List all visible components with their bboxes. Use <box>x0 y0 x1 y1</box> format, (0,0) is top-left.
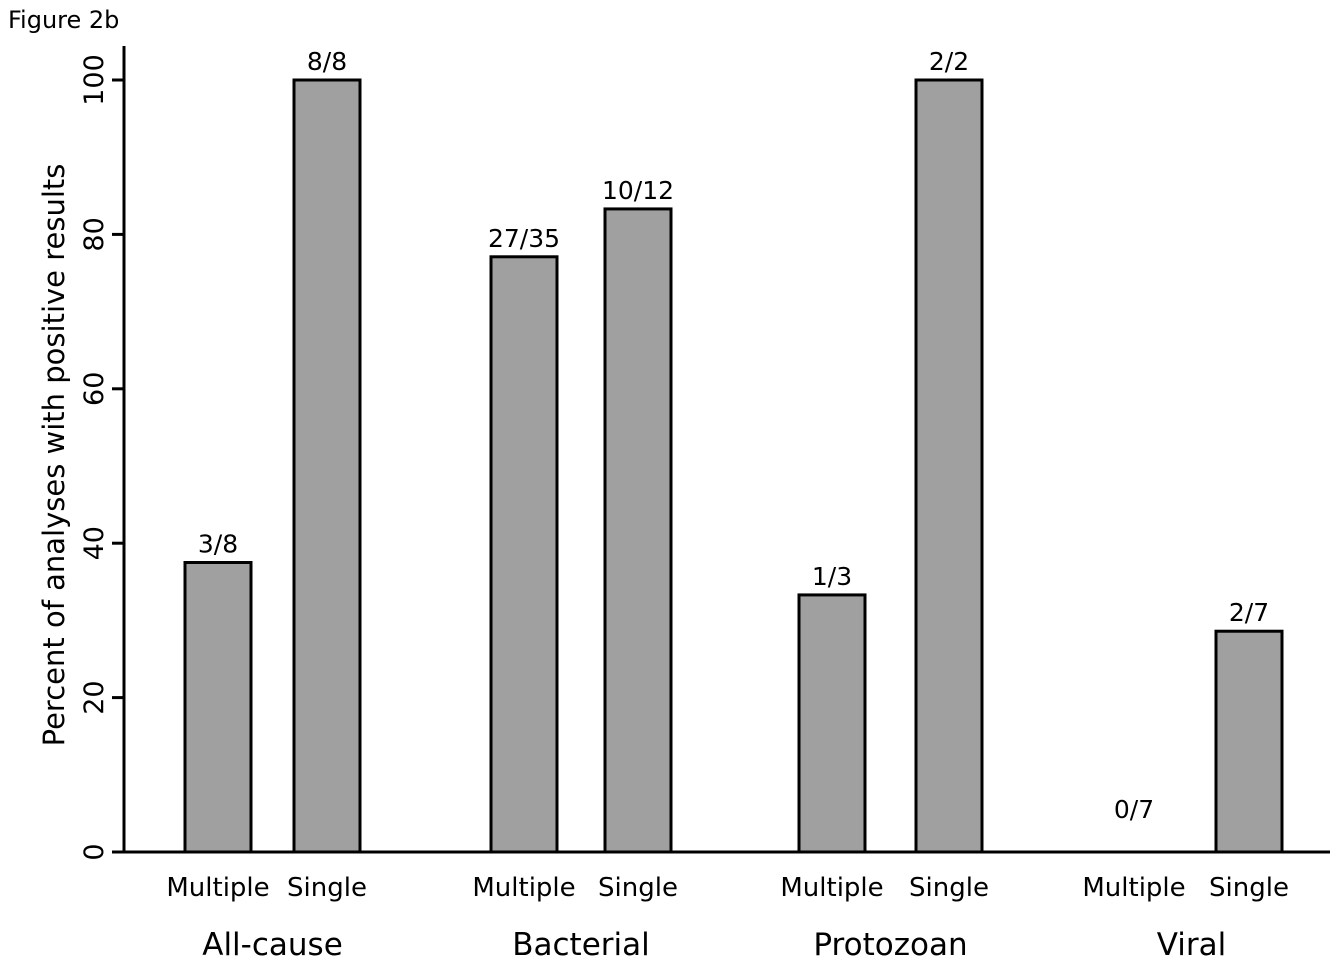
x-tick-label-viral-multiple: Multiple <box>1082 873 1185 903</box>
group-label-bacterial: Bacterial <box>512 927 650 963</box>
x-tick-label-all-cause-multiple: Multiple <box>166 873 269 903</box>
bar-all-cause-multiple <box>183 561 253 854</box>
x-tick-label-all-cause-single: Single <box>287 873 367 903</box>
y-tick-label-40: 40 <box>79 526 110 560</box>
y-tick-label-60: 60 <box>79 372 110 406</box>
bar-protozoan-multiple <box>797 593 867 854</box>
x-tick-label-protozoan-single: Single <box>909 873 989 903</box>
figure-label: Figure 2b <box>8 6 120 34</box>
x-tick-label-viral-single: Single <box>1209 873 1289 903</box>
data-label-all-cause-single: 8/8 <box>307 47 347 76</box>
y-tick-label-80: 80 <box>79 217 110 251</box>
bar-all-cause-single <box>292 78 362 854</box>
x-tick-label-protozoan-multiple: Multiple <box>780 873 883 903</box>
data-label-protozoan-multiple: 1/3 <box>812 562 852 591</box>
x-tick-label-bacterial-single: Single <box>598 873 678 903</box>
y-tick-label-20: 20 <box>79 680 110 714</box>
data-label-bacterial-single: 10/12 <box>602 176 674 205</box>
bar-viral-single <box>1214 629 1284 854</box>
data-label-viral-multiple: 0/7 <box>1114 795 1154 824</box>
group-label-all-cause: All-cause <box>202 927 343 963</box>
data-label-viral-single: 2/7 <box>1229 598 1269 627</box>
data-label-all-cause-multiple: 3/8 <box>198 530 238 559</box>
y-axis-label: Percent of analyses with positive result… <box>37 164 71 747</box>
group-label-viral: Viral <box>1157 927 1227 963</box>
bar-protozoan-single <box>914 78 984 854</box>
data-label-protozoan-single: 2/2 <box>929 47 969 76</box>
bar-bacterial-multiple <box>489 255 559 854</box>
bar-bacterial-single <box>603 207 673 854</box>
group-label-protozoan: Protozoan <box>813 927 967 963</box>
x-tick-label-bacterial-multiple: Multiple <box>472 873 575 903</box>
data-label-bacterial-multiple: 27/35 <box>488 224 560 253</box>
y-tick-label-0: 0 <box>79 843 110 860</box>
y-tick-label-100: 100 <box>79 54 110 106</box>
